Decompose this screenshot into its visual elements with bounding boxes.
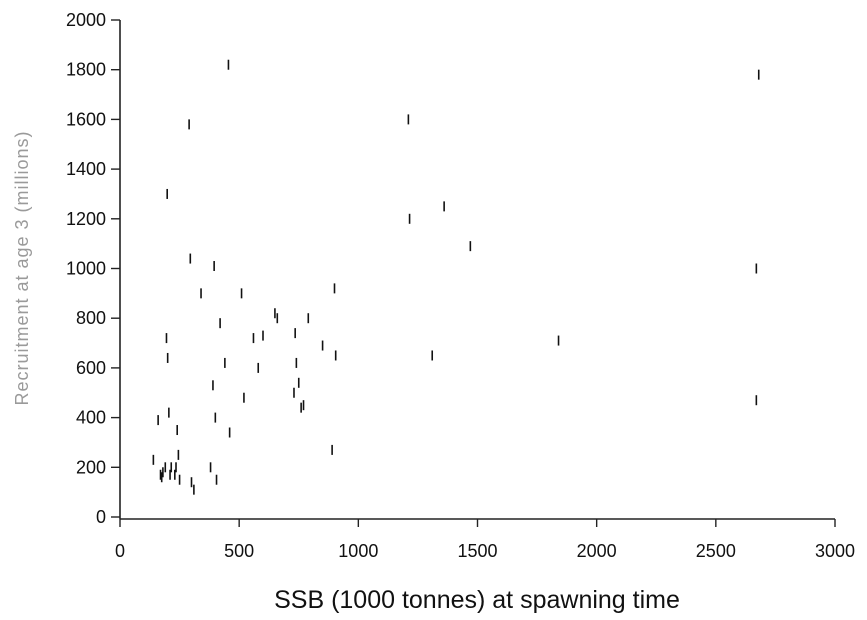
- y-tick-label: 800: [76, 308, 106, 328]
- y-tick-label: 1800: [66, 60, 106, 80]
- x-axis-title: SSB (1000 tonnes) at spawning time: [274, 586, 680, 614]
- y-tick-label: 1600: [66, 109, 106, 129]
- x-tick-label: 2500: [696, 541, 736, 561]
- y-tick-label: 1400: [66, 159, 106, 179]
- y-tick-label: 2000: [66, 10, 106, 30]
- y-tick-label: 1000: [66, 259, 106, 279]
- y-axis-title: Recruitment at age 3 (millions): [12, 130, 32, 405]
- y-tick-label: 600: [76, 358, 106, 378]
- x-tick-label: 0: [115, 541, 125, 561]
- x-tick-label: 1500: [457, 541, 497, 561]
- axes: 0 200 400 600 800 1000 1200 1400 1600 1800 2000 0 50…: [66, 10, 855, 561]
- y-tick-label: 0: [96, 507, 106, 527]
- x-tick-label: 3000: [815, 541, 855, 561]
- data-points: [152, 59, 760, 495]
- y-tick-label: 200: [76, 457, 106, 477]
- x-tick-label: 2000: [577, 541, 617, 561]
- x-tick-label: 1000: [338, 541, 378, 561]
- y-tick-label: 1200: [66, 209, 106, 229]
- y-tick-label: 400: [76, 408, 106, 428]
- x-tick-label: 500: [224, 541, 254, 561]
